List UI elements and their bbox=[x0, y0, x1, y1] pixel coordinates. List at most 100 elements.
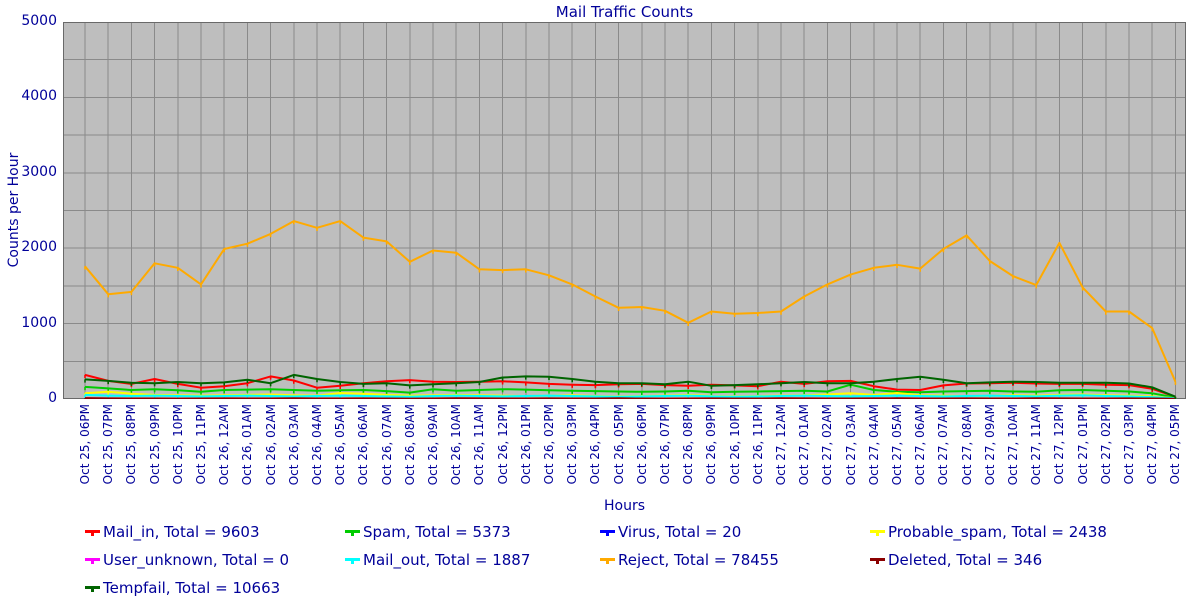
legend-label: Probable_spam, Total = 2438 bbox=[888, 522, 1107, 541]
legend-label: Virus, Total = 20 bbox=[618, 522, 742, 541]
x-tick-label: Oct 27, 04PM bbox=[1145, 404, 1160, 485]
x-tick-label: Oct 27, 01PM bbox=[1075, 404, 1090, 485]
legend-item-mail_out: Mail_out, Total = 1887 bbox=[345, 549, 600, 570]
x-tick-label: Oct 27, 05PM bbox=[1168, 404, 1183, 485]
series-line-spam bbox=[84, 383, 1176, 399]
x-tick-label: Oct 26, 02AM bbox=[263, 404, 278, 486]
legend-label: Reject, Total = 78455 bbox=[618, 550, 779, 569]
y-tick-label: 4000 bbox=[21, 88, 57, 105]
y-tick-label: 5000 bbox=[21, 13, 57, 29]
legend-item-deleted: Deleted, Total = 346 bbox=[870, 549, 1190, 570]
x-tick-label: Oct 27, 04AM bbox=[866, 404, 881, 486]
x-tick-label: Oct 27, 06AM bbox=[913, 404, 928, 486]
legend-label: User_unknown, Total = 0 bbox=[103, 550, 290, 569]
x-tick-label: Oct 27, 12AM bbox=[774, 404, 788, 486]
legend-marker-icon bbox=[345, 530, 360, 536]
x-tick-label: Oct 27, 03AM bbox=[843, 404, 858, 486]
x-tick-label: Oct 27, 12PM bbox=[1052, 404, 1067, 485]
x-tick-label: Oct 26, 12PM bbox=[495, 404, 510, 485]
series-line-tempfail bbox=[84, 373, 1176, 398]
x-tick-label: Oct 26, 01PM bbox=[518, 404, 533, 485]
legend-marker-tick bbox=[351, 533, 354, 536]
x-tick-label: Oct 25, 09PM bbox=[147, 404, 162, 485]
legend-marker-tick bbox=[91, 561, 94, 564]
legend-marker-icon bbox=[345, 558, 360, 564]
legend-marker-icon bbox=[870, 558, 885, 564]
x-tick-label: Oct 26, 02PM bbox=[542, 404, 556, 485]
x-tick-label: Oct 27, 03PM bbox=[1122, 404, 1136, 485]
x-tick-label: Oct 26, 05PM bbox=[611, 404, 626, 485]
mail-traffic-line-chart bbox=[63, 22, 1186, 399]
series-point-ticks-tempfail bbox=[84, 374, 1177, 399]
x-tick-label: Oct 27, 08AM bbox=[959, 404, 974, 486]
x-tick-label: Oct 25, 11PM bbox=[194, 404, 208, 485]
y-tick-label: 1000 bbox=[21, 314, 57, 331]
y-tick-label: 3000 bbox=[21, 163, 57, 180]
x-tick-label: Oct 26, 06PM bbox=[634, 404, 649, 485]
x-tick-label: Oct 26, 09PM bbox=[704, 404, 719, 485]
legend-item-spam: Spam, Total = 5373 bbox=[345, 521, 600, 542]
legend-item-reject: Reject, Total = 78455 bbox=[600, 549, 870, 570]
legend-marker-tick bbox=[876, 533, 879, 536]
y-tick-label: 2000 bbox=[21, 239, 57, 256]
series-point-ticks-reject bbox=[84, 221, 1177, 385]
x-axis-label: Hours bbox=[603, 498, 645, 514]
legend-item-mail_in: Mail_in, Total = 9603 bbox=[85, 521, 345, 542]
x-tick-label: Oct 26, 05AM bbox=[333, 404, 348, 486]
plot-area bbox=[63, 22, 1186, 399]
x-tick-label: Oct 26, 10AM bbox=[449, 404, 464, 486]
x-tick-label: Oct 27, 05AM bbox=[890, 404, 904, 486]
x-tick-label: Oct 26, 04PM bbox=[588, 404, 603, 485]
x-tick-label: Oct 25, 06PM bbox=[78, 404, 92, 485]
x-tick-label: Oct 26, 03PM bbox=[565, 404, 580, 485]
x-tick-label: Oct 26, 11PM bbox=[750, 404, 765, 485]
legend-marker-icon bbox=[85, 530, 100, 536]
x-tick-label: Oct 27, 10AM bbox=[1006, 404, 1020, 486]
legend-label: Spam, Total = 5373 bbox=[363, 522, 511, 541]
x-tick-label: Oct 26, 09AM bbox=[426, 404, 440, 486]
legend-item-tempfail: Tempfail, Total = 10663 bbox=[85, 577, 345, 598]
legend-marker-tick bbox=[876, 561, 879, 564]
legend-item-virus: Virus, Total = 20 bbox=[600, 521, 870, 542]
x-tick-label: Oct 27, 02PM bbox=[1098, 404, 1113, 485]
series-line-mail_out bbox=[84, 393, 1176, 399]
legend-marker-icon bbox=[85, 558, 100, 564]
x-tick-label: Oct 26, 10PM bbox=[727, 404, 742, 485]
legend-marker-tick bbox=[606, 561, 609, 564]
x-tick-label: Oct 26, 08AM bbox=[402, 404, 417, 486]
x-tick-label: Oct 26, 06AM bbox=[356, 404, 371, 486]
series-line-reject bbox=[84, 220, 1177, 383]
x-tick-label: Oct 26, 07AM bbox=[379, 404, 394, 486]
x-tick-label: Oct 25, 08PM bbox=[124, 404, 139, 485]
x-tick-label: Oct 26, 08PM bbox=[681, 404, 696, 485]
x-tick-label: Oct 25, 07PM bbox=[101, 404, 116, 485]
legend-label: Mail_out, Total = 1887 bbox=[363, 550, 531, 569]
legend-item-user_unknown: User_unknown, Total = 0 bbox=[85, 549, 345, 570]
legend-marker-icon bbox=[870, 530, 885, 536]
x-tick-label: Oct 26, 04AM bbox=[310, 404, 324, 486]
chart-legend: Mail_in, Total = 9603 Spam, Total = 5373 V… bbox=[85, 521, 1190, 598]
series-line-deleted bbox=[84, 397, 1176, 399]
legend-marker-tick bbox=[606, 533, 609, 536]
x-tick-label: Oct 25, 10PM bbox=[170, 404, 185, 485]
legend-label: Mail_in, Total = 9603 bbox=[103, 522, 260, 541]
x-tick-label: Oct 26, 07PM bbox=[658, 404, 672, 485]
x-tick-label: Oct 26, 11AM bbox=[472, 404, 487, 486]
legend-marker-tick bbox=[91, 533, 94, 536]
legend-marker-icon bbox=[600, 530, 615, 536]
x-tick-label: Oct 26, 01AM bbox=[240, 404, 255, 486]
x-tick-label: Oct 27, 01AM bbox=[797, 404, 812, 486]
legend-marker-icon bbox=[85, 586, 100, 592]
legend-label: Tempfail, Total = 10663 bbox=[103, 578, 281, 597]
series-line-mail_in bbox=[84, 373, 1176, 398]
legend-marker-tick bbox=[351, 561, 354, 564]
x-tick-label: Oct 27, 11AM bbox=[1029, 404, 1044, 486]
chart-title: Mail Traffic Counts bbox=[555, 3, 694, 21]
x-tick-label: Oct 26, 03AM bbox=[286, 404, 301, 486]
legend-item-probable_spam: Probable_spam, Total = 2438 bbox=[870, 521, 1190, 542]
x-tick-label: Oct 27, 07AM bbox=[936, 404, 951, 486]
y-tick-label: 0 bbox=[48, 390, 57, 406]
legend-label: Deleted, Total = 346 bbox=[888, 550, 1043, 569]
series-point-ticks-spam bbox=[84, 384, 1177, 399]
